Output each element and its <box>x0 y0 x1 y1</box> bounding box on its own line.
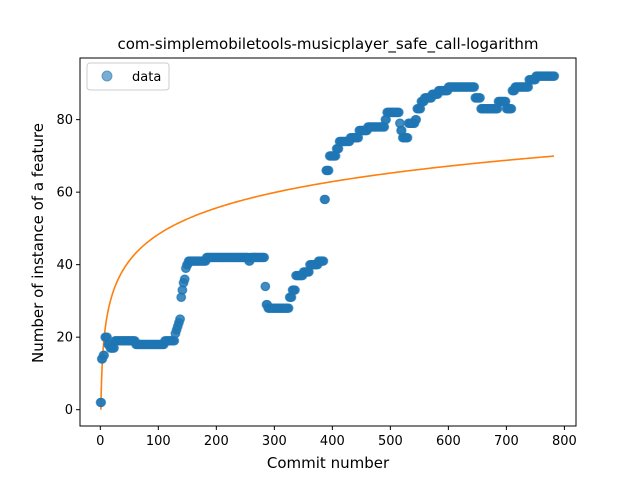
chart-title: com-simplemobiletools-musicplayer_safe_c… <box>117 35 538 54</box>
y-tick-label: 40 <box>56 258 73 273</box>
data-point <box>394 107 404 118</box>
legend-box <box>86 62 170 91</box>
legend: data <box>86 62 170 91</box>
x-tick-label: 100 <box>146 434 171 449</box>
data-point <box>320 194 331 205</box>
legend-label-data: data <box>132 70 161 85</box>
data-point <box>549 71 560 81</box>
x-tick-label: 500 <box>378 434 403 449</box>
fit-line-layer <box>100 155 555 410</box>
data-point <box>475 93 485 103</box>
x-tick-label: 300 <box>262 434 287 449</box>
data-point <box>411 114 422 125</box>
x-tick-label: 200 <box>204 434 229 449</box>
x-axis-label: Commit number <box>267 454 390 472</box>
y-tick-label: 0 <box>65 403 73 418</box>
data-point <box>175 314 186 324</box>
y-tick-label: 80 <box>56 113 73 128</box>
data-point <box>284 303 294 313</box>
y-axis-label: Number of instance of a feature <box>29 123 47 363</box>
legend-marker <box>101 70 113 82</box>
data-point <box>290 285 300 295</box>
fit-line <box>100 155 555 410</box>
data-point <box>318 256 329 266</box>
scatter-points-layer <box>95 71 560 408</box>
x-tick-label: 400 <box>320 434 345 449</box>
x-tick-label: 800 <box>552 434 577 449</box>
data-point <box>259 252 270 263</box>
data-point <box>403 133 413 143</box>
data-point <box>506 104 517 114</box>
data-point <box>469 82 480 92</box>
x-tick-label: 600 <box>436 434 461 449</box>
data-point <box>99 350 110 360</box>
plot-frame <box>79 57 577 427</box>
x-ticks: 0 100 200 300 400 500 600 700 800 <box>96 426 577 449</box>
data-point <box>324 165 334 176</box>
y-tick-label: 20 <box>56 331 73 346</box>
y-tick-label: 60 <box>56 186 73 201</box>
x-tick-label: 0 <box>96 434 104 449</box>
data-point <box>260 281 271 292</box>
data-point <box>96 397 107 408</box>
data-point <box>180 274 190 284</box>
y-ticks: 0 20 40 60 80 <box>56 113 80 418</box>
x-tick-label: 700 <box>494 434 519 449</box>
